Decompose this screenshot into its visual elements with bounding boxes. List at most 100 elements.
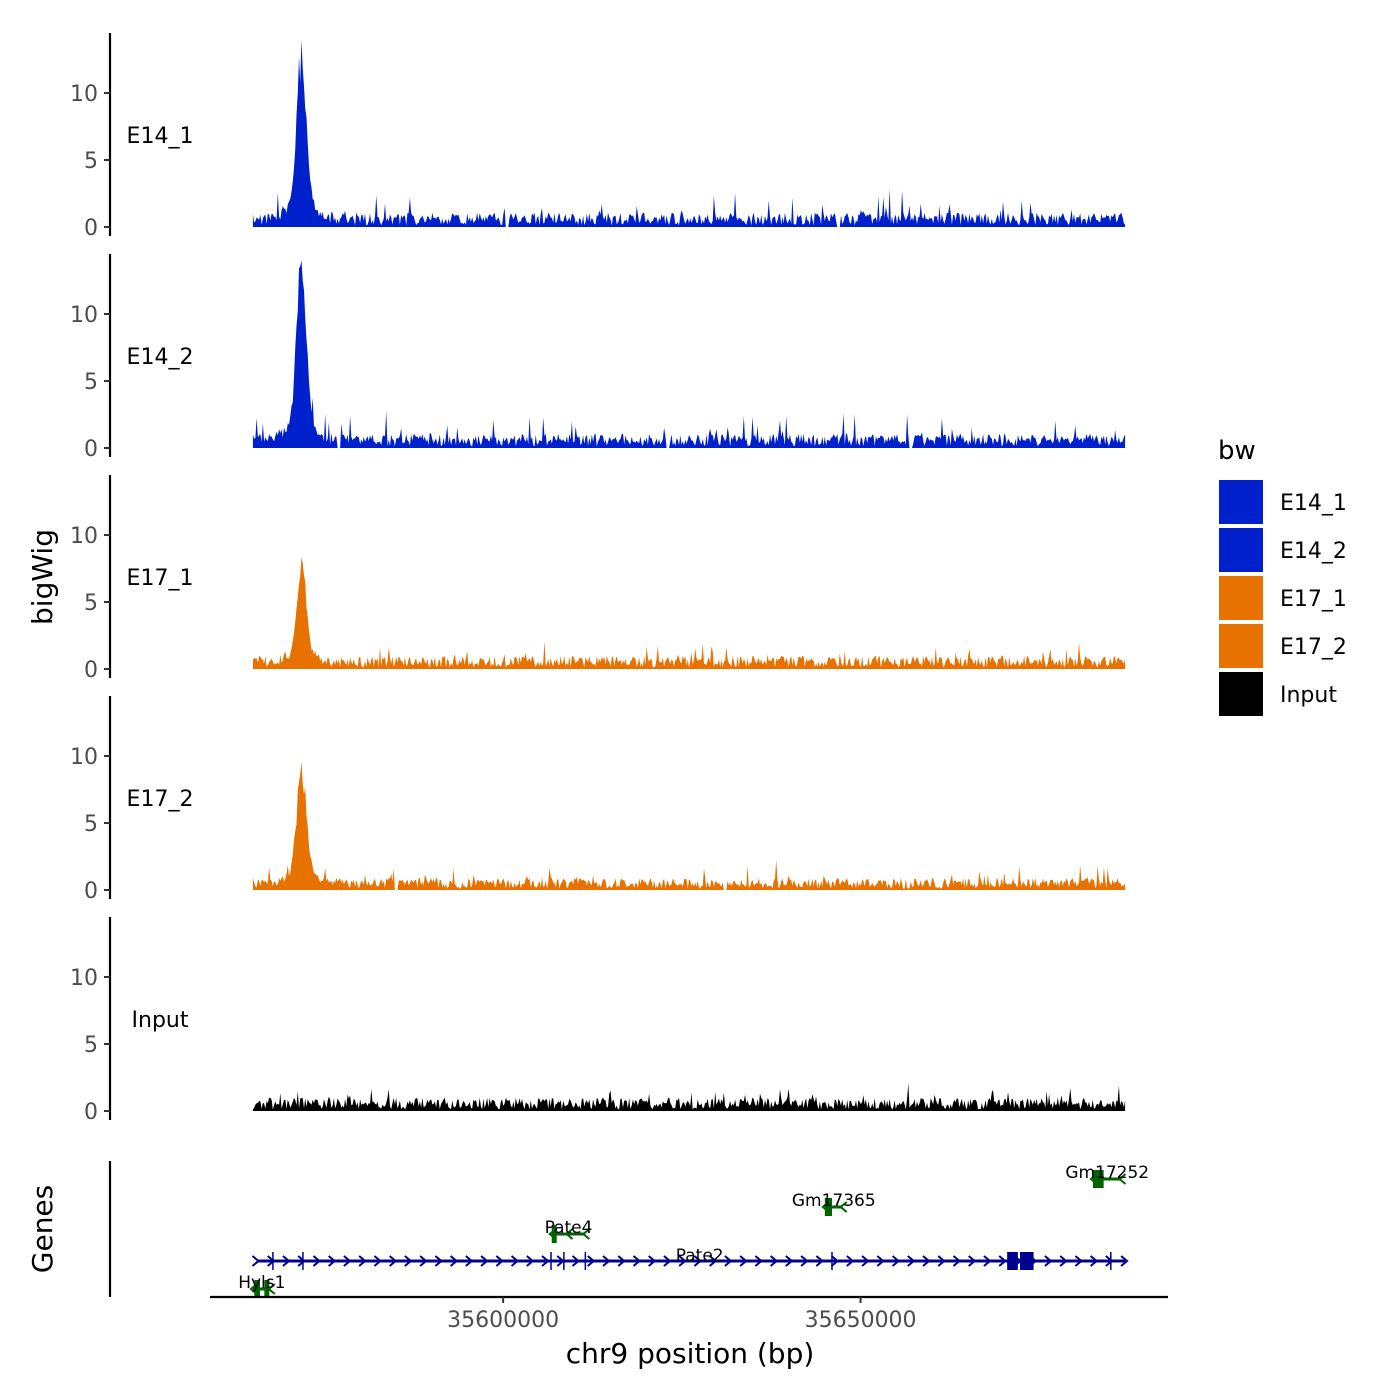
x-axis: 35600000 35650000 [210, 1295, 1168, 1333]
gene-label: Gm17252 [1065, 1163, 1149, 1183]
strand-arrow [648, 1255, 657, 1267]
gene-label: Hyls1 [238, 1273, 285, 1293]
strand-arrow [449, 1255, 459, 1267]
legend-label: E17_1 [1280, 587, 1347, 612]
legend-label: E14_2 [1280, 539, 1347, 564]
track-label: Input [132, 1008, 189, 1033]
strand-arrow [846, 1255, 855, 1267]
strand-arrow [937, 1255, 946, 1267]
strand-arrow [1117, 1173, 1127, 1185]
legend-swatch [1219, 480, 1263, 524]
y-tick-label: 10 [70, 966, 98, 991]
x-axis-title: chr9 position (bp) [566, 1337, 815, 1370]
y-tick-label: 5 [84, 591, 98, 616]
x-tick-label: 35650000 [805, 1308, 917, 1333]
track-signal-area [252, 761, 1126, 890]
strand-arrow [968, 1255, 977, 1267]
legend-label: E17_2 [1280, 635, 1347, 660]
strand-arrow [693, 1255, 702, 1267]
y-axis-title: bigWig [26, 529, 59, 625]
strand-arrow [495, 1255, 504, 1267]
strand-arrow [632, 1255, 642, 1267]
strand-arrow [1074, 1255, 1083, 1267]
strand-arrow [564, 1228, 574, 1240]
y-tick-label: 10 [70, 82, 98, 107]
strand-arrow [678, 1255, 687, 1267]
strand-arrow [465, 1255, 474, 1267]
gene-label: Pate2 [676, 1246, 724, 1266]
strand-arrow [541, 1255, 550, 1267]
track-signal-area [252, 260, 1126, 448]
strand-arrow [587, 1255, 596, 1267]
strand-arrow [830, 1255, 840, 1267]
track-signal-area [252, 1082, 1126, 1111]
exon [824, 1198, 832, 1216]
strand-arrow [839, 1201, 848, 1213]
gene-Gm17365: Gm17365 [792, 1191, 876, 1216]
track-panels: 0 5 10 E14_1 0 5 10 E14_2 0 5 10 E17_1 0 5 10 E17_2 0 5 10… [70, 33, 1126, 1125]
legend-item-E17_1: E17_1 [1219, 576, 1347, 620]
strand-arrow [998, 1255, 1007, 1267]
strand-arrow [663, 1255, 672, 1267]
track-signal-area [252, 39, 1126, 228]
strand-arrow [800, 1255, 809, 1267]
gene-Hyls1: Hyls1 [238, 1273, 285, 1298]
legend: bw E14_1 E14_2 E17_1 E17_2 Input [1218, 436, 1347, 716]
gene-label: Gm17365 [792, 1191, 876, 1211]
strand-arrow [1105, 1255, 1114, 1267]
strand-arrow [343, 1255, 352, 1267]
legend-item-E14_1: E14_1 [1219, 480, 1347, 524]
legend-swatch [1219, 624, 1263, 668]
strand-arrow [388, 1255, 398, 1267]
strand-arrow [1059, 1255, 1068, 1267]
strand-arrow [724, 1255, 733, 1267]
y-tick-label: 10 [70, 745, 98, 770]
strand-arrow [602, 1255, 611, 1267]
track-E14_2: 0 5 10 E14_2 [70, 254, 1126, 462]
gene-Pate2: Pate2 [251, 1246, 1129, 1270]
strand-arrow [709, 1255, 718, 1267]
x-tick-label: 35600000 [447, 1308, 559, 1333]
strand-arrow [526, 1255, 535, 1267]
strand-arrow [785, 1255, 794, 1267]
strand-arrow [358, 1255, 367, 1267]
legend-swatch [1219, 528, 1263, 572]
strand-arrow [769, 1255, 779, 1267]
strand-arrow [581, 1228, 590, 1240]
strand-arrow [510, 1255, 520, 1267]
strand-arrow [328, 1255, 337, 1267]
track-E14_1: 0 5 10 E14_1 [70, 33, 1126, 241]
strand-arrow [404, 1255, 413, 1267]
y-tick-label: 5 [84, 1033, 98, 1058]
exon [551, 1225, 557, 1243]
strand-arrow [571, 1255, 581, 1267]
gene-label: Pate4 [545, 1218, 593, 1238]
strand-arrow [434, 1255, 443, 1267]
legend-label: Input [1280, 683, 1337, 708]
gene-Pate4: Pate4 [545, 1218, 593, 1243]
track-label: E14_1 [127, 124, 194, 149]
y-tick-label: 5 [84, 812, 98, 837]
exon [1092, 1170, 1104, 1188]
strand-arrow [267, 1255, 276, 1267]
strand-arrow [754, 1255, 763, 1267]
strand-arrow [617, 1255, 626, 1267]
strand-arrow [1044, 1255, 1053, 1267]
strand-arrow [312, 1255, 321, 1267]
strand-arrow [419, 1255, 428, 1267]
track-E17_2: 0 5 10 E17_2 [70, 696, 1126, 904]
y-tick-label: 0 [84, 1100, 98, 1125]
strand-arrow [922, 1255, 931, 1267]
y-tick-label: 10 [70, 303, 98, 328]
strand-arrow [876, 1255, 885, 1267]
track-label: E14_2 [127, 345, 194, 370]
strand-arrow [373, 1255, 382, 1267]
strand-arrow [983, 1255, 992, 1267]
y-tick-label: 0 [84, 437, 98, 462]
strand-arrow [907, 1255, 916, 1267]
track-signal-area [252, 557, 1126, 669]
gene-Gm17252: Gm17252 [1065, 1163, 1149, 1188]
genes-panel: Hyls1 Pate2 Pate4 Gm17365 Gm17252 [108, 1161, 1149, 1298]
track-Input: 0 5 10 Input [70, 917, 1126, 1125]
